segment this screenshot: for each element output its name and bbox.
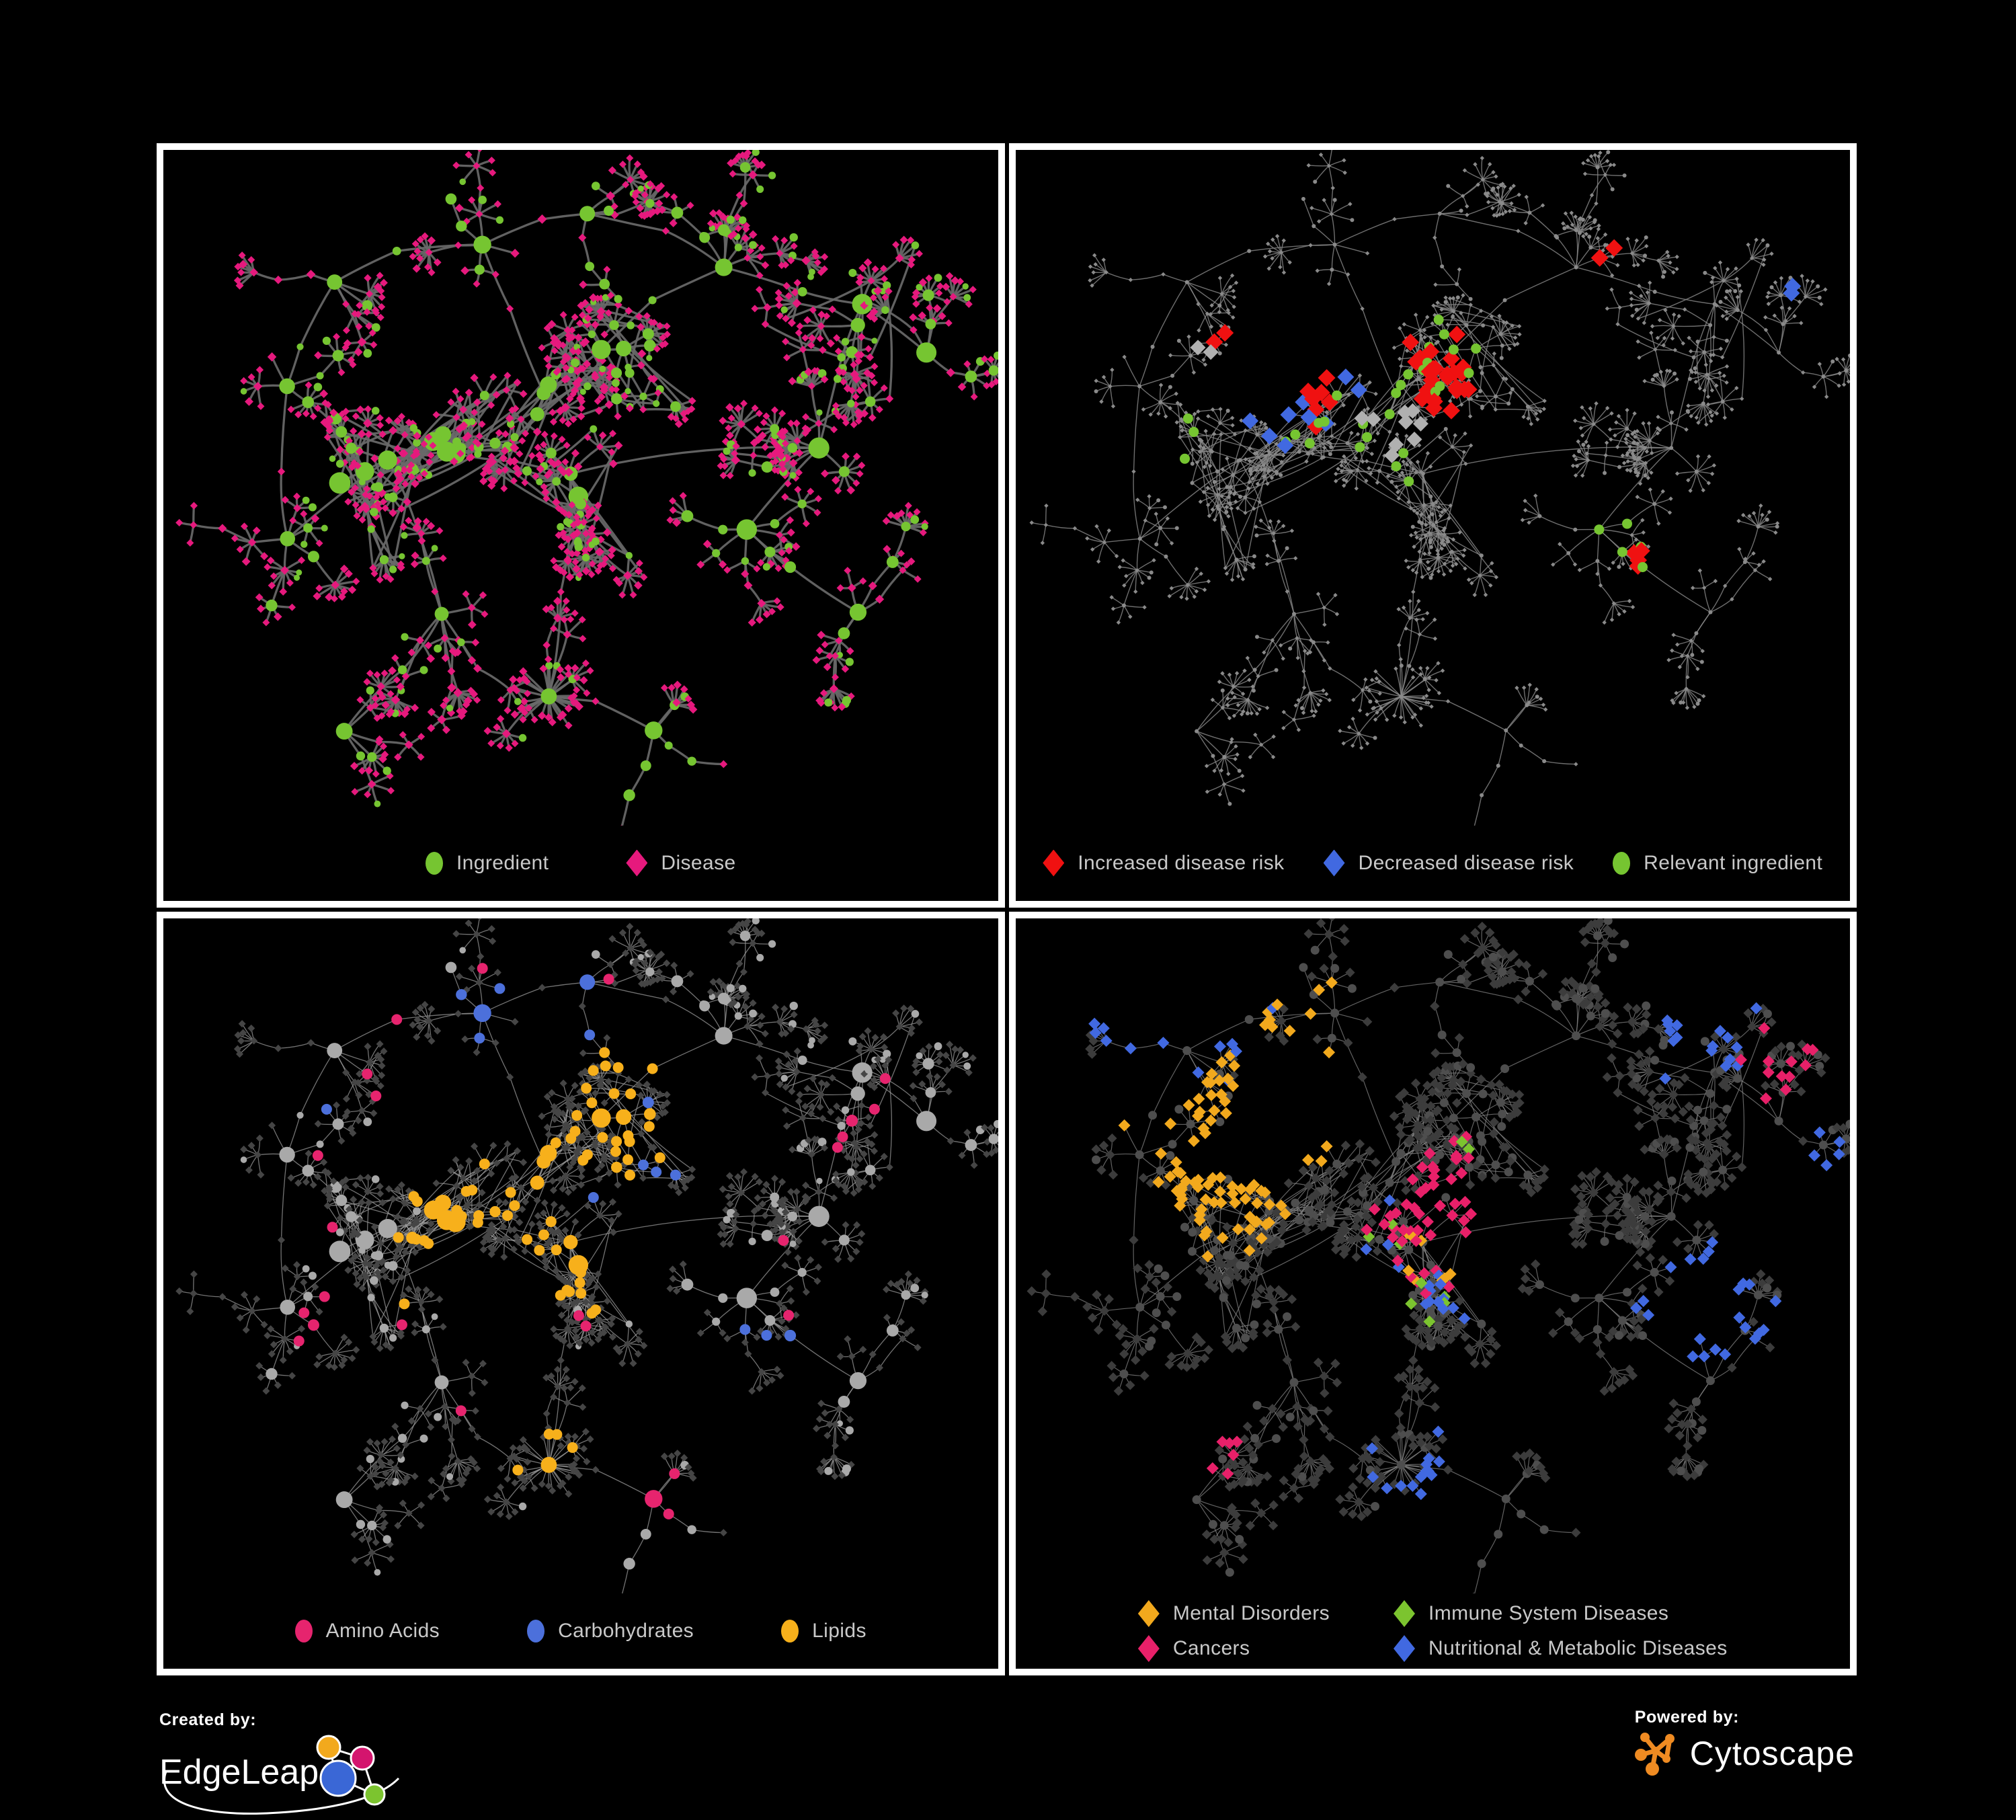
cytoscape-wordmark: Cytoscape — [1689, 1735, 1855, 1772]
panel-grid: Ingredient Disease Increased disease risk… — [157, 143, 1857, 1675]
legend-label: Mental Disorders — [1172, 1602, 1330, 1624]
legend-label: Carbohydrates — [558, 1620, 694, 1642]
legend-swatch-diamond — [626, 849, 648, 877]
edgeleap-logo: EdgeLeap — [159, 1735, 400, 1815]
legend-item: Ingredient — [425, 851, 549, 875]
legend-swatch-circle — [781, 1620, 799, 1643]
panel-ingredient-classes: Amino Acids Carbohydrates Lipids — [157, 911, 1005, 1675]
legend-label: Nutritional & Metabolic Diseases — [1428, 1637, 1728, 1659]
legend-label: Amino Acids — [325, 1620, 440, 1642]
legend: Amino Acids Carbohydrates Lipids — [163, 1593, 998, 1669]
legend-item: Carbohydrates — [527, 1620, 694, 1643]
legend-item: Immune System Diseases — [1394, 1600, 1728, 1627]
legend-swatch-diamond — [1137, 1635, 1160, 1662]
network-graph — [175, 150, 998, 826]
network-graph — [1026, 918, 1850, 1593]
edgeleap-node-magenta — [350, 1745, 375, 1771]
legend-label: Immune System Diseases — [1428, 1602, 1669, 1624]
edgeleap-credit: Created by: EdgeLeap — [159, 1710, 415, 1820]
legend-label: Lipids — [812, 1620, 866, 1642]
legend-swatch-circle — [527, 1620, 545, 1643]
legend-label: Ingredient — [456, 851, 549, 874]
network-graph — [175, 918, 998, 1593]
legend: Mental Disorders Immune System Diseases Ca… — [1016, 1593, 1851, 1669]
cytoscape-logo-icon — [1634, 1733, 1675, 1776]
legend-swatch-diamond — [1137, 1600, 1160, 1627]
legend-swatch-circle — [294, 1620, 313, 1643]
legend-label: Decreased disease risk — [1358, 851, 1574, 874]
legend-label: Cancers — [1172, 1637, 1250, 1659]
panel-ingredient-disease: Ingredient Disease — [157, 143, 1005, 908]
legend: Ingredient Disease — [163, 826, 998, 901]
legend-swatch-diamond — [1394, 1635, 1415, 1662]
legend-swatch-diamond — [1394, 1600, 1415, 1627]
panel-disease-categories: Mental Disorders Immune System Diseases Ca… — [1008, 911, 1857, 1675]
edgeleap-node-green — [363, 1783, 386, 1806]
edgeleap-mark — [316, 1735, 386, 1806]
edgeleap-node-blue — [319, 1759, 357, 1797]
cytoscape-credit: Powered by: — [1634, 1708, 1855, 1777]
panel-disease-risk: Increased disease risk Decreased disease … — [1008, 143, 1857, 908]
legend-item: Relevant ingredient — [1613, 851, 1823, 875]
legend-item: Mental Disorders — [1137, 1600, 1330, 1627]
legend-label: Disease — [661, 851, 736, 874]
network-graph — [1029, 150, 1850, 826]
legend: Increased disease risk Decreased disease … — [1016, 826, 1851, 901]
legend-swatch-diamond — [1043, 849, 1065, 877]
legend-item: Increased disease risk — [1043, 849, 1285, 877]
legend-item: Decreased disease risk — [1323, 849, 1574, 877]
legend-item: Disease — [626, 849, 736, 877]
legend-item: Cancers — [1137, 1635, 1330, 1662]
legend-item: Amino Acids — [294, 1620, 440, 1643]
edgeleap-node-orange — [316, 1735, 341, 1760]
legend-item: Lipids — [781, 1620, 866, 1643]
edgeleap-wordmark: EdgeLeap — [159, 1753, 319, 1792]
powered-by-label: Powered by: — [1634, 1708, 1740, 1727]
legend-swatch-circle — [1613, 851, 1631, 875]
created-by-label: Created by: — [159, 1710, 257, 1729]
legend-label: Increased disease risk — [1078, 851, 1285, 874]
legend-label: Relevant ingredient — [1644, 851, 1823, 874]
legend-item: Nutritional & Metabolic Diseases — [1394, 1635, 1728, 1662]
legend-swatch-circle — [425, 851, 443, 875]
legend-swatch-diamond — [1323, 849, 1345, 877]
